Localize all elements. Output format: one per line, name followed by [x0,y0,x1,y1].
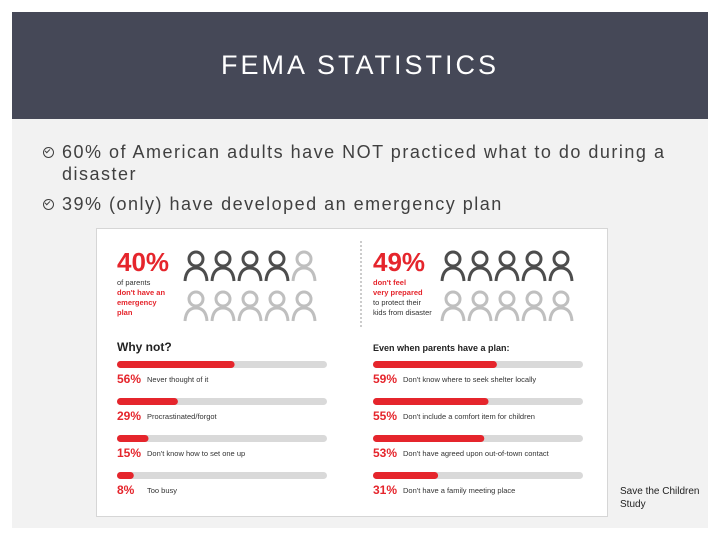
title-bar: FEMA STATISTICS [12,12,708,119]
bar-label: Don't know where to seek shelter locally [403,375,536,384]
bar-percent-label: 55% [373,409,397,423]
bar-row: 59% Don't know where to seek shelter loca… [373,361,583,386]
person-icon [494,250,520,282]
person-icon [183,250,209,282]
bar-row: 29% Procrastinated/forgot [117,398,327,423]
bar-label: Never thought of it [147,375,209,384]
bullet-text: 60% of American adults have NOT practice… [62,142,666,184]
bar-fill [117,435,149,442]
citation-text: Save the Children Study [620,486,700,510]
right-people-grid [440,250,574,322]
bar-percent-label: 8% [117,483,135,497]
bar-label: Don't have agreed upon out-of-town conta… [403,449,550,458]
bullet-list: 60% of American adults have NOT practice… [40,141,700,223]
person-icon [237,250,263,282]
bullet-item: 60% of American adults have NOT practice… [40,141,700,185]
bar-row: 55% Don't include a comfort item for chil… [373,398,583,423]
bar-percent-label: 15% [117,446,141,460]
person-icon [264,250,290,282]
person-icon [291,290,317,322]
left-stat-line: of parents [117,278,151,287]
left-stat-line: emergency [117,298,157,307]
right-heading: Even when parents have a plan: [373,343,510,353]
person-icon [291,250,317,282]
bar-percent-label: 29% [117,409,141,423]
right-stat-line: don't feel [373,278,406,287]
person-icon [440,250,466,282]
person-icon [440,290,466,322]
checkmark-bullet-icon [43,199,54,210]
right-stat-line: to protect their [373,298,421,307]
bar-fill [117,361,235,368]
right-stat-line: very prepared [373,288,423,297]
bar-label: Procrastinated/forgot [147,412,218,421]
left-heading: Why not? [117,340,172,354]
bullet-item: 39% (only) have developed an emergency p… [40,193,700,215]
bar-label: Don't include a comfort item for childre… [403,412,535,421]
bar-percent-label: 31% [373,483,397,497]
bar-fill [373,472,439,479]
bullet-text: 39% (only) have developed an emergency p… [62,194,503,214]
bar-track [117,472,327,479]
checkmark-bullet-icon [43,147,54,158]
person-icon [467,250,493,282]
person-icon [183,290,209,322]
person-icon [521,250,547,282]
bar-label: Don't know how to set one up [147,449,245,458]
bar-row: 31% Don't have a family meeting place [373,472,583,497]
left-stat-line: plan [117,308,133,317]
person-icon [494,290,520,322]
left-people-grid [183,250,317,322]
person-icon [548,250,574,282]
bar-fill [117,398,178,405]
infographic-image: 40% of parents don't have an emergency p… [96,228,608,517]
bar-percent-label: 56% [117,372,141,386]
left-stat-value: 40% [117,247,169,277]
slide-title: FEMA STATISTICS [220,50,500,80]
left-stat-line: don't have an [117,288,165,297]
right-stat-line: kids from disaster [373,308,432,317]
bar-label: Too busy [147,486,177,495]
bar-track [117,435,327,442]
bar-row: 8% Too busy [117,472,327,497]
infographic-svg: 40% of parents don't have an emergency p… [117,241,583,497]
bar-label: Don't have a family meeting place [403,486,515,495]
bar-fill [373,398,489,405]
bar-row: 53% Don't have agreed upon out-of-town co… [373,435,583,460]
bar-fill [373,361,497,368]
person-icon [548,290,574,322]
bar-row: 56% Never thought of it [117,361,327,386]
bar-row: 15% Don't know how to set one up [117,435,327,460]
bar-percent-label: 53% [373,446,397,460]
bar-fill [117,472,134,479]
person-icon [521,290,547,322]
person-icon [467,290,493,322]
right-bar-list: 59% Don't know where to seek shelter loca… [373,361,583,497]
bar-percent-label: 59% [373,372,397,386]
person-icon [210,250,236,282]
person-icon [237,290,263,322]
bar-fill [373,435,485,442]
person-icon [264,290,290,322]
right-stat-value: 49% [373,247,425,277]
person-icon [210,290,236,322]
left-bar-list: 56% Never thought of it 29% Procrastinated/… [117,361,327,497]
